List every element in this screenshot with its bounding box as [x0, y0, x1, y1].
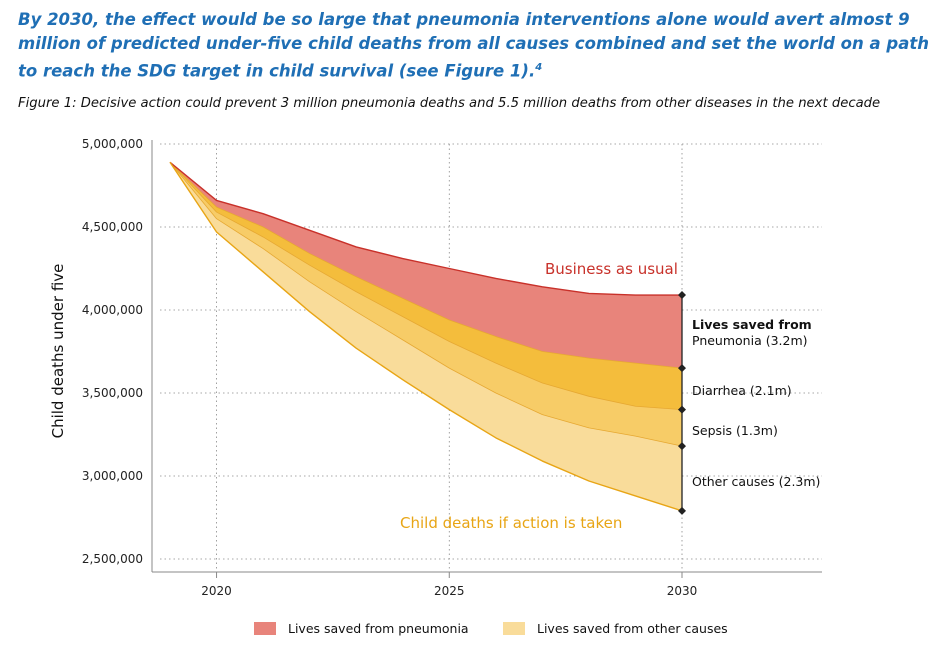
- pneumonia-boundary-line: [169, 161, 683, 369]
- y-tick-label: 4,000,000: [82, 303, 143, 317]
- legend-label-pneumonia: Lives saved from pneumonia: [288, 620, 469, 636]
- bracket-marker: [678, 442, 686, 451]
- pneumonia-area: [170, 162, 682, 369]
- x-tick-label: 2025: [434, 584, 465, 598]
- business-as-usual-line: [169, 161, 682, 296]
- other-causes-area: [170, 162, 682, 511]
- chart-areas: [170, 162, 682, 511]
- diarrhea-boundary-line: [169, 161, 683, 410]
- pneumonia-annotation: Pneumonia (3.2m): [692, 333, 808, 348]
- x-tick-labels: 2020 2025 2030: [201, 584, 697, 598]
- legend-item-pneumonia: Lives saved from pneumonia: [254, 618, 469, 638]
- diarrhea-annotation: Diarrhea (2.1m): [692, 383, 792, 398]
- bracket-marker: [678, 291, 686, 300]
- bracket-marker: [678, 405, 686, 414]
- footnote-marker: 4: [535, 62, 543, 73]
- lives-saved-bracket: [678, 291, 686, 515]
- y-axis-label: Child deaths under five: [49, 264, 67, 439]
- sepsis-boundary-line: [169, 162, 683, 447]
- figure-caption: Figure 1: Decisive action could prevent …: [18, 96, 881, 111]
- y-tick-label: 5,000,000: [82, 137, 143, 151]
- action-taken-line: [169, 161, 683, 512]
- bracket-marker: [678, 364, 686, 373]
- other-causes-annotation: Other causes (2.3m): [692, 474, 820, 489]
- sepsis-annotation: Sepsis (1.3m): [692, 423, 778, 438]
- y-tick-label: 2,500,000: [82, 552, 143, 566]
- headline-text: By 2030, the effect would be so large th…: [18, 10, 929, 81]
- bracket-marker: [678, 506, 686, 515]
- action-taken-label: Child deaths if action is taken: [400, 514, 622, 532]
- diarrhea-area: [170, 162, 682, 410]
- y-tick-label: 3,500,000: [82, 386, 143, 400]
- legend-swatch-other-causes: [503, 621, 525, 635]
- sepsis-area: [170, 162, 682, 447]
- headline: By 2030, the effect would be so large th…: [18, 8, 933, 84]
- legend-item-other-causes: Lives saved from other causes: [503, 618, 728, 638]
- business-as-usual-label: Business as usual: [545, 260, 678, 278]
- chart-axes: [151, 140, 822, 578]
- x-tick-label: 2020: [201, 584, 232, 598]
- legend-label-other-causes: Lives saved from other causes: [537, 620, 728, 636]
- y-tick-labels: 2,500,000 3,000,000 3,500,000 4,000,000 4,50…: [82, 137, 143, 566]
- chart-lines: [169, 161, 683, 512]
- legend-swatch-pneumonia: [254, 621, 276, 635]
- lives-saved-title: Lives saved from: [692, 317, 812, 332]
- y-tick-label: 4,500,000: [82, 220, 143, 234]
- x-tick-label: 2030: [667, 584, 698, 598]
- y-tick-label: 3,000,000: [82, 469, 143, 483]
